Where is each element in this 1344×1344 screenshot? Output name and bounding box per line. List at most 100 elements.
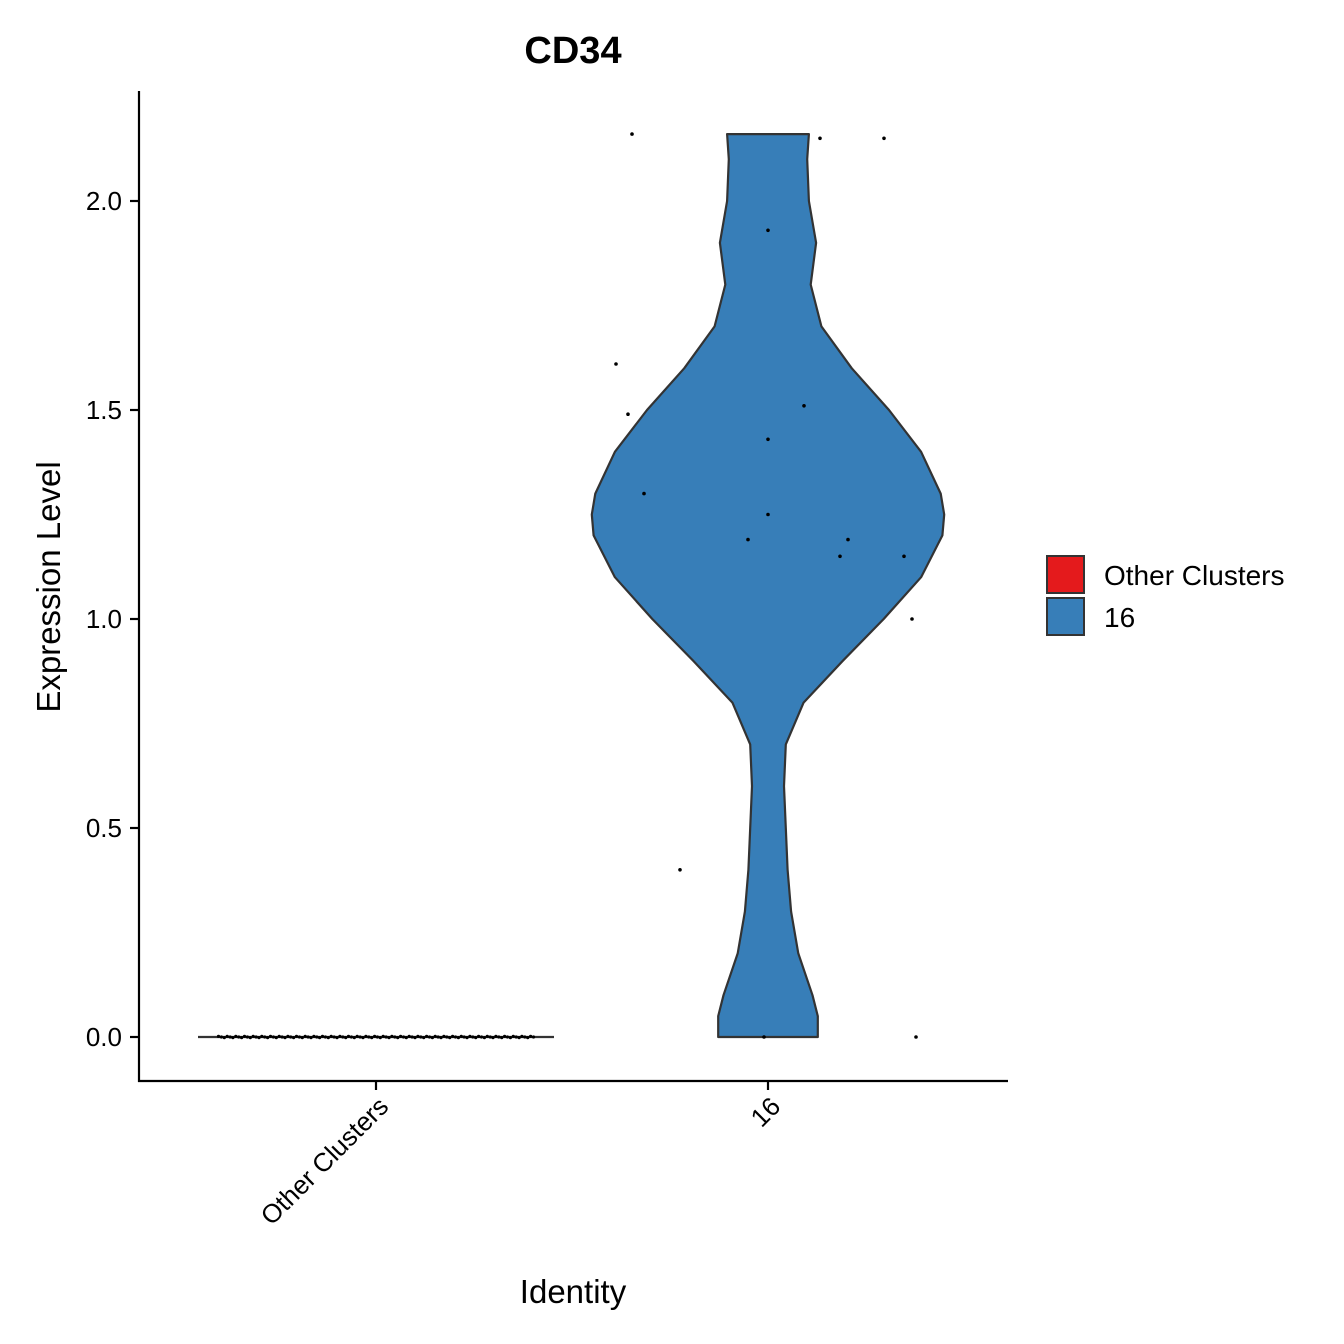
y-axis-title: Expression Level xyxy=(30,461,67,712)
data-point xyxy=(766,437,770,442)
data-point xyxy=(341,1035,345,1039)
data-point xyxy=(762,1035,766,1039)
x-tick-label: 16 xyxy=(745,1091,787,1133)
data-point xyxy=(289,1035,293,1039)
data-point xyxy=(332,1035,336,1039)
data-point xyxy=(477,1034,481,1038)
data-point xyxy=(309,1036,313,1040)
y-tick-label: 1.5 xyxy=(86,395,122,425)
legend-swatch xyxy=(1046,597,1085,636)
data-point xyxy=(413,1036,417,1040)
data-point xyxy=(367,1035,371,1039)
data-point xyxy=(245,1035,249,1039)
data-point xyxy=(234,1034,238,1038)
data-point xyxy=(766,512,770,517)
data-point xyxy=(323,1035,327,1039)
data-point xyxy=(240,1036,244,1040)
data-point xyxy=(442,1034,446,1038)
plot-area xyxy=(198,132,946,1040)
data-point xyxy=(346,1034,351,1038)
data-point xyxy=(329,1034,333,1038)
y-tick-label: 1.0 xyxy=(86,604,122,634)
data-point xyxy=(846,537,850,542)
data-point xyxy=(459,1034,463,1038)
data-point xyxy=(465,1036,469,1040)
data-point xyxy=(300,1036,304,1040)
data-point xyxy=(416,1034,420,1038)
data-point xyxy=(497,1035,501,1039)
data-point xyxy=(361,1036,365,1040)
violin-1 xyxy=(590,133,946,1039)
data-point xyxy=(451,1034,455,1038)
data-point xyxy=(401,1035,406,1039)
data-point xyxy=(260,1034,264,1038)
data-point xyxy=(448,1036,452,1040)
data-point xyxy=(910,617,914,621)
data-point xyxy=(263,1035,267,1039)
data-point xyxy=(485,1034,489,1038)
data-point xyxy=(292,1036,296,1040)
x-axis-ticks: Other Clusters 16 xyxy=(255,1081,787,1231)
data-point xyxy=(453,1035,458,1039)
data-point xyxy=(266,1036,270,1040)
x-tick-label: Other Clusters xyxy=(255,1091,395,1231)
data-point xyxy=(445,1035,449,1039)
data-point xyxy=(433,1034,437,1038)
data-point xyxy=(505,1035,510,1039)
data-point xyxy=(219,1035,223,1039)
data-point xyxy=(626,412,630,417)
data-point xyxy=(358,1035,362,1039)
data-point xyxy=(520,1034,524,1038)
data-point xyxy=(529,1034,533,1038)
data-point xyxy=(335,1036,339,1040)
data-point xyxy=(468,1034,472,1038)
data-point xyxy=(283,1036,287,1040)
legend-label: 16 xyxy=(1104,602,1135,633)
data-point xyxy=(349,1035,353,1039)
data-point xyxy=(344,1036,348,1040)
data-point xyxy=(488,1035,492,1039)
data-point xyxy=(517,1036,521,1040)
data-point xyxy=(630,132,634,136)
data-point xyxy=(494,1034,498,1038)
data-point xyxy=(320,1034,325,1038)
data-point xyxy=(508,1036,512,1040)
data-point xyxy=(766,228,770,233)
data-point xyxy=(439,1036,443,1040)
data-point xyxy=(419,1035,423,1039)
data-point xyxy=(277,1034,281,1038)
data-point xyxy=(838,554,842,559)
data-point xyxy=(312,1034,316,1038)
y-tick-label: 0.0 xyxy=(86,1022,122,1052)
data-point xyxy=(511,1034,515,1038)
data-point xyxy=(318,1036,322,1040)
data-point xyxy=(802,404,806,408)
data-point xyxy=(526,1036,530,1040)
data-point xyxy=(231,1036,235,1040)
data-point xyxy=(430,1036,434,1040)
data-point xyxy=(642,491,646,496)
data-point xyxy=(482,1036,486,1040)
data-point xyxy=(422,1036,426,1040)
data-point xyxy=(902,554,906,559)
data-point xyxy=(531,1035,536,1039)
data-point xyxy=(381,1034,385,1038)
data-point xyxy=(268,1034,273,1038)
data-point xyxy=(364,1034,368,1038)
data-point xyxy=(216,1034,221,1038)
legend-label: Other Clusters xyxy=(1104,560,1285,591)
data-point xyxy=(228,1035,232,1039)
data-point xyxy=(225,1034,229,1038)
data-point xyxy=(355,1034,359,1038)
data-point xyxy=(286,1034,290,1038)
data-point xyxy=(375,1035,379,1039)
legend-swatch xyxy=(1046,555,1085,594)
data-point xyxy=(500,1036,504,1040)
data-point xyxy=(370,1036,374,1040)
data-point xyxy=(338,1034,342,1038)
data-point xyxy=(373,1034,377,1038)
data-point xyxy=(378,1036,382,1040)
data-point xyxy=(491,1036,495,1040)
data-point xyxy=(306,1035,310,1039)
data-point xyxy=(471,1035,475,1039)
